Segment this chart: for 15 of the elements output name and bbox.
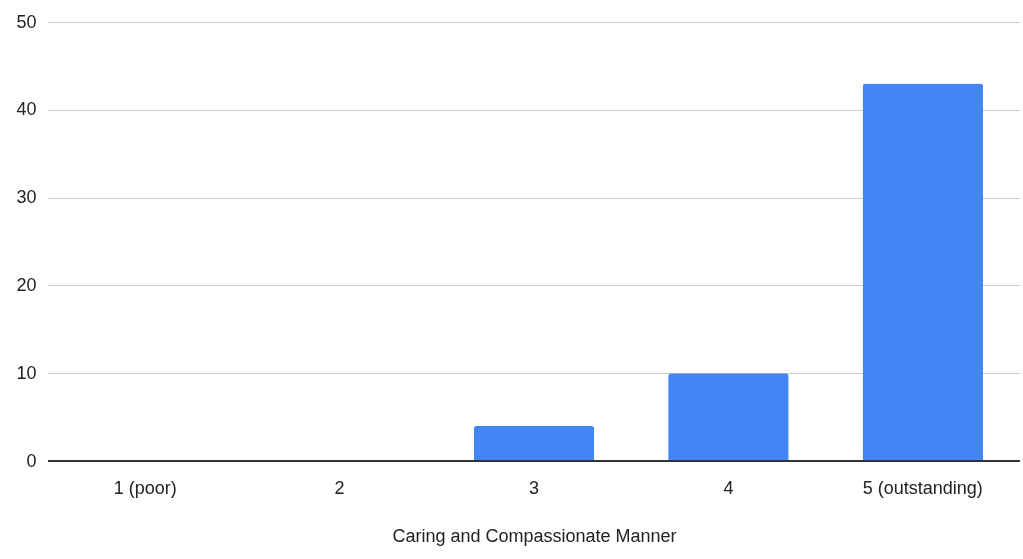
x-tick-label: 4 [723, 477, 734, 498]
y-tick-label: 20 [16, 274, 37, 295]
y-tick-label: 50 [16, 11, 37, 32]
x-tick-label: 1 (poor) [113, 477, 177, 498]
x-tick-label: 3 [528, 477, 540, 498]
y-tick-label: 30 [16, 187, 37, 208]
x-tick-label: 5 (outstanding) [862, 477, 983, 498]
bar [668, 373, 789, 461]
x-tick-label: 2 [334, 477, 345, 498]
y-tick-label: 40 [16, 99, 37, 120]
bar [473, 425, 595, 461]
x-axis-title: Caring and Compassionate Manner [392, 525, 677, 546]
y-tick-label: 10 [16, 362, 37, 383]
y-tick-label: 0 [26, 450, 37, 471]
bar [862, 83, 984, 461]
